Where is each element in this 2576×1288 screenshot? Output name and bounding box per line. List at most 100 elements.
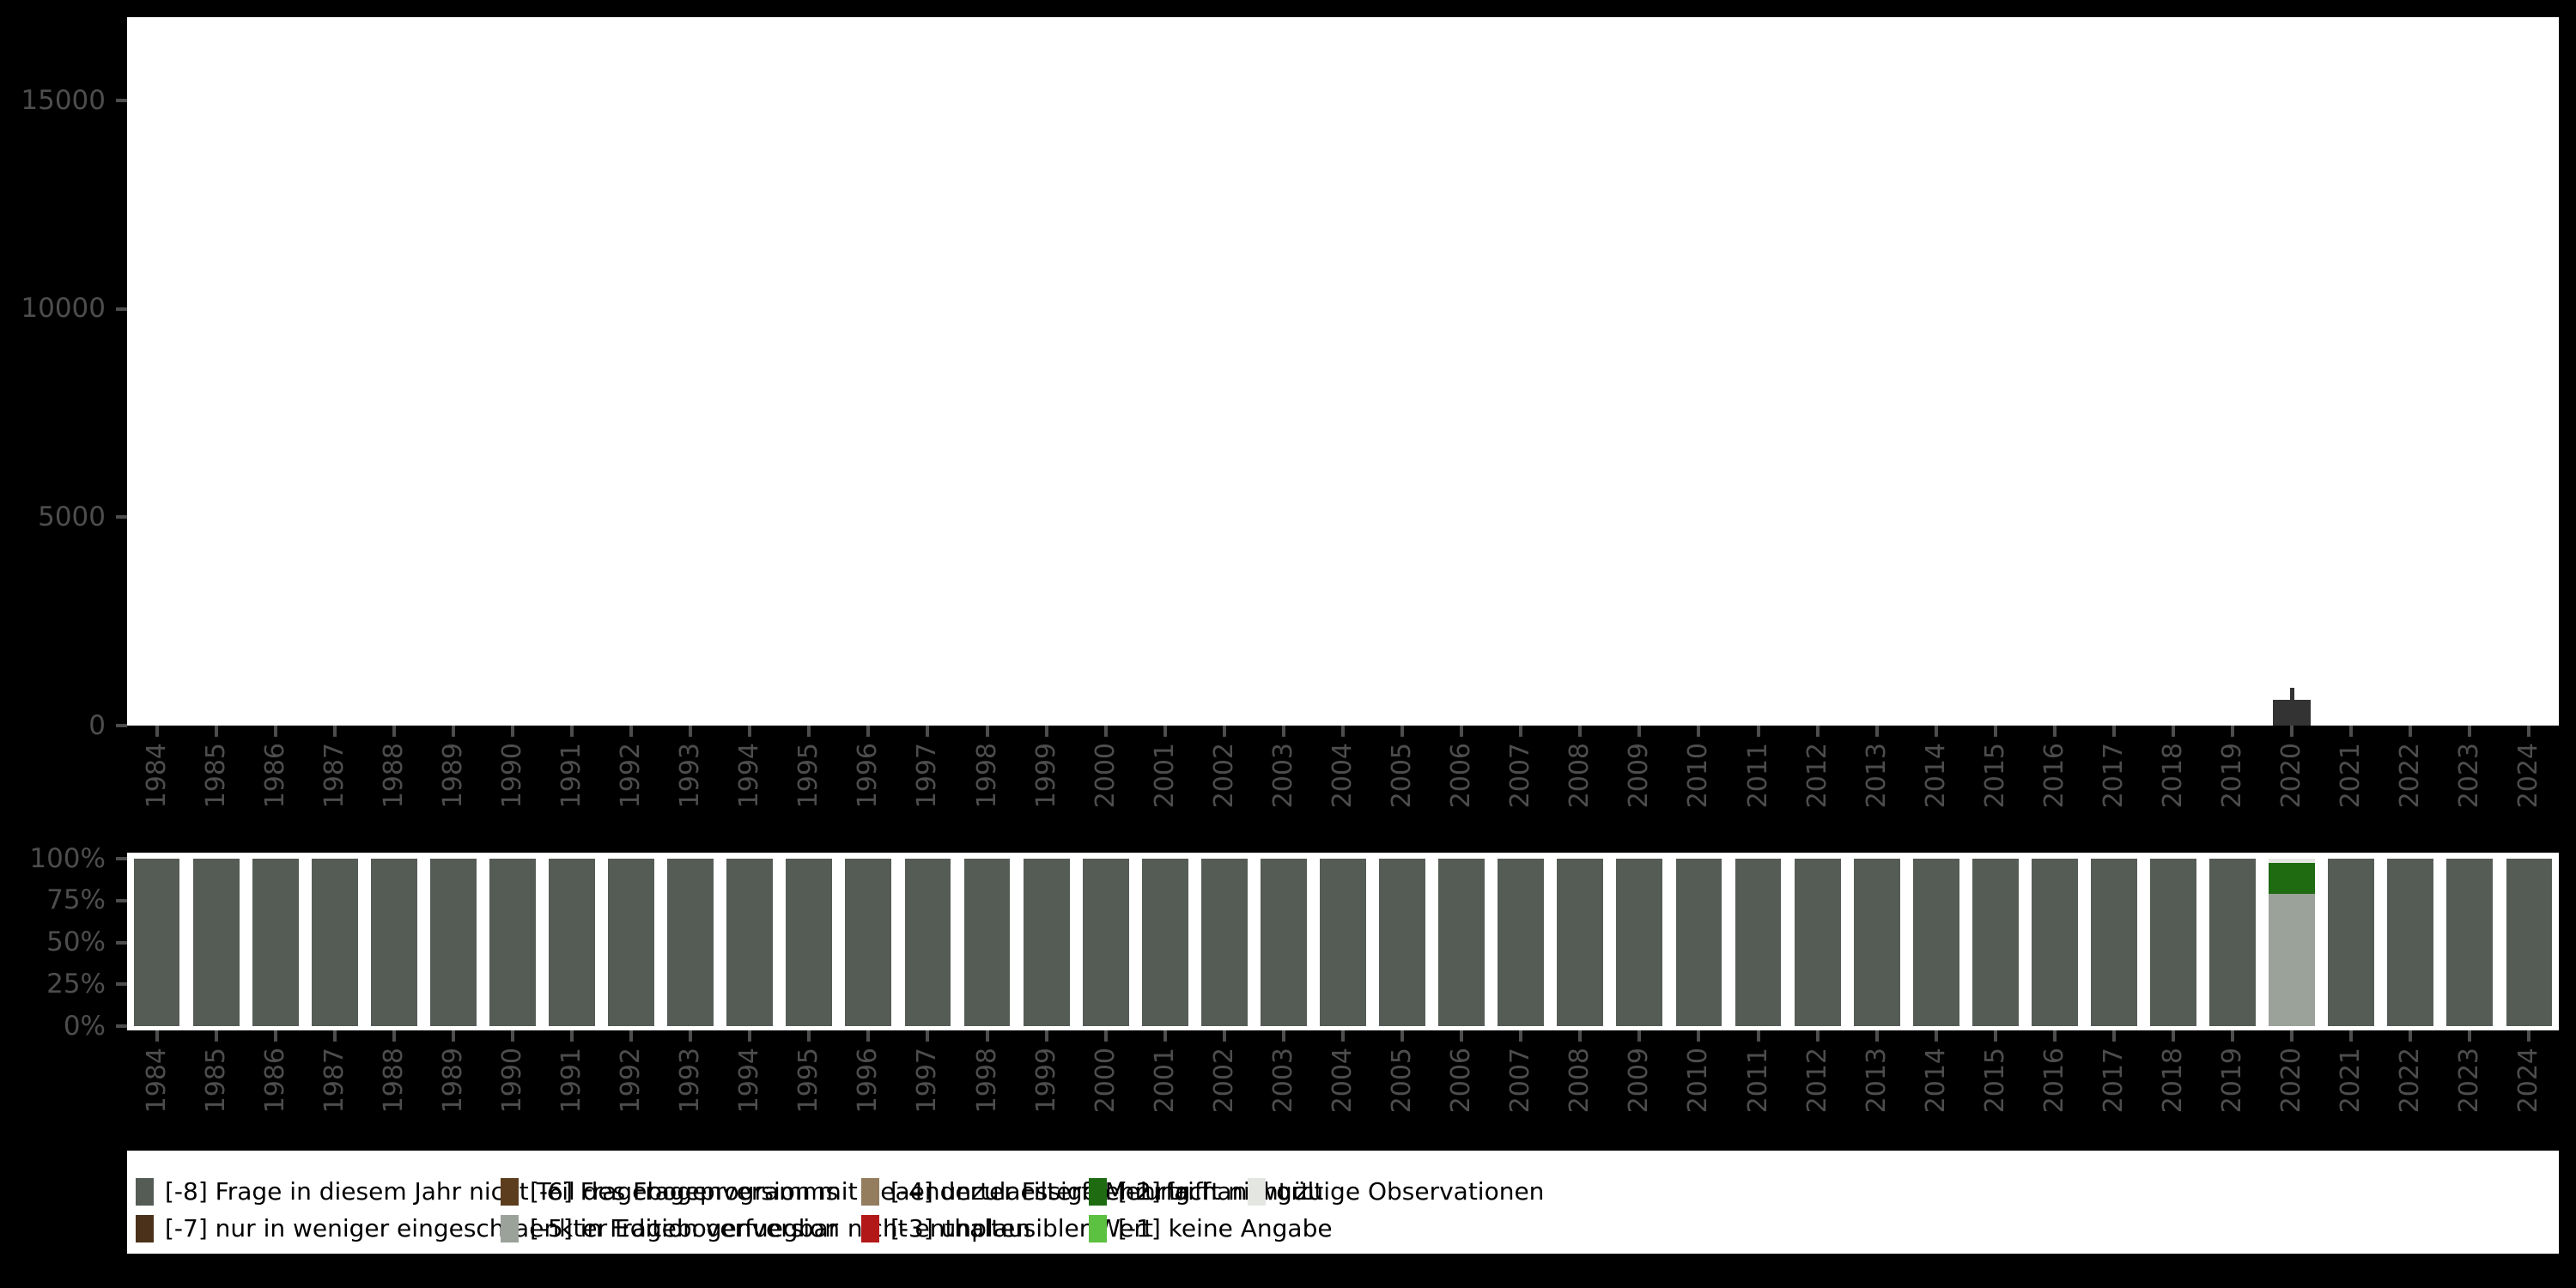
percent-chart-x-tick-mark: [807, 1030, 811, 1042]
percent-stacked-bar: [429, 859, 477, 1026]
percent-bar-segment: [2209, 859, 2257, 1026]
count-chart-x-tick-mark: [2349, 726, 2354, 737]
percent-stacked-bar: [1853, 859, 1900, 1026]
percent-bar-segment: [608, 859, 655, 1026]
percent-bar-segment: [2387, 859, 2434, 1026]
percent-chart-x-tick-label: 2001: [1149, 1048, 1180, 1114]
percent-chart-x-tick-label: 2009: [1624, 1048, 1655, 1114]
count-chart-x-tick-label: 2006: [1446, 743, 1477, 809]
percent-stacked-bar: [2269, 859, 2316, 1026]
percent-bar-segment: [2269, 893, 2316, 1026]
percent-chart-x-tick-label: 1992: [616, 1048, 647, 1114]
percent-stacked-bar: [1438, 859, 1485, 1026]
percent-bar-segment: [963, 859, 1011, 1026]
percent-chart-x-tick-label: 1994: [734, 1048, 765, 1114]
legend-item-label: gültige Observationen: [1277, 1177, 1545, 1206]
percent-chart-x-tick-label: 1997: [912, 1048, 943, 1114]
percent-stacked-bar: [2328, 859, 2375, 1026]
percent-bar-segment: [726, 859, 774, 1026]
percent-bar-segment: [2446, 859, 2494, 1026]
count-y-tick-mark: [116, 99, 127, 103]
percent-stacked-bar: [1082, 859, 1129, 1026]
count-chart-x-tick-mark: [1815, 726, 1820, 737]
legend-item[interactable]: [-1] keine Angabe: [1089, 1212, 1333, 1245]
percent-chart-x-tick-mark: [1163, 1030, 1167, 1042]
count-chart-x-tick-mark: [689, 726, 693, 737]
percent-chart-x-tick-mark: [1697, 1030, 1701, 1042]
count-chart-plot-area: [127, 17, 2559, 726]
count-y-tick-mark: [116, 307, 127, 311]
percent-stacked-bar: [252, 859, 299, 1026]
count-chart-x-tick-label: 2016: [2038, 743, 2069, 809]
percent-chart-x-tick-mark: [1044, 1030, 1048, 1042]
percent-chart-x-tick-label: 2000: [1090, 1048, 1121, 1114]
percent-bar-segment: [1141, 859, 1188, 1026]
count-chart-x-tick-mark: [1222, 726, 1226, 737]
percent-bar-segment: [1379, 859, 1425, 1026]
count-chart-x-tick-label: 1997: [912, 743, 943, 809]
legend-item[interactable]: [-2] trifft nicht zu: [1089, 1176, 1323, 1208]
percent-stacked-bar: [726, 859, 774, 1026]
percent-bar-segment: [1260, 859, 1307, 1026]
count-chart-x-tick-label: 2001: [1149, 743, 1180, 809]
percent-chart-x-tick-mark: [2052, 1030, 2057, 1042]
legend-item[interactable]: [-3] unplausibler Wert: [861, 1212, 1153, 1245]
legend-item[interactable]: gültige Observationen: [1248, 1176, 1544, 1208]
percent-chart-x-tick-label: 1985: [200, 1048, 231, 1114]
count-y-tick-label: 15000: [21, 84, 106, 116]
percent-stacked-bar: [2387, 859, 2434, 1026]
percent-chart-x-tick-label: 2019: [2217, 1048, 2248, 1114]
count-chart-x-tick-label: 2008: [1564, 743, 1595, 809]
percent-chart-x-tick-mark: [1281, 1030, 1285, 1042]
count-chart-x-tick-mark: [2231, 726, 2235, 737]
percent-bar-segment: [429, 859, 477, 1026]
percent-stacked-bar: [608, 859, 655, 1026]
percent-bar-segment: [1735, 859, 1782, 1026]
count-chart-x-tick-label: 2014: [1920, 743, 1951, 809]
percent-stacked-bar: [2446, 859, 2494, 1026]
legend-item-label: [-1] keine Angabe: [1118, 1214, 1333, 1242]
percent-chart-x-tick-mark: [629, 1030, 634, 1042]
percent-stacked-bar: [845, 859, 892, 1026]
count-chart-x-tick-mark: [1874, 726, 1879, 737]
percent-y-tick-mark: [116, 898, 127, 902]
percent-bar-segment: [252, 859, 299, 1026]
count-chart-x-tick-label: 1984: [141, 743, 172, 809]
legend-item[interactable]: [-5] in Fragebogenversion nicht enthalte…: [501, 1212, 1030, 1245]
count-y-tick-label: 5000: [38, 501, 106, 532]
percent-bar-segment: [1082, 859, 1129, 1026]
percent-chart-x-tick-label: 2010: [1683, 1048, 1714, 1114]
percent-bar-segment: [1438, 859, 1485, 1026]
percent-chart-x-tick-mark: [689, 1030, 693, 1042]
percent-chart-x-tick-label: 1991: [556, 1048, 587, 1114]
percent-chart-x-tick-mark: [1993, 1030, 1997, 1042]
percent-chart-x-tick-mark: [214, 1030, 218, 1042]
count-chart-x-tick-mark: [1103, 726, 1108, 737]
percent-bar-segment: [311, 859, 358, 1026]
percent-chart-x-tick-label: 1984: [141, 1048, 172, 1114]
percent-bar-segment: [1320, 859, 1366, 1026]
count-chart-x-tick-mark: [1578, 726, 1583, 737]
percent-bar-segment: [845, 859, 892, 1026]
percent-chart-x-tick-label: 1989: [437, 1048, 468, 1114]
percent-stacked-bar: [786, 859, 833, 1026]
percent-stacked-bar: [1260, 859, 1307, 1026]
count-chart-x-tick-label: 2022: [2395, 743, 2426, 809]
count-chart-x-tick-label: 1996: [853, 743, 884, 809]
count-chart-x-tick-mark: [1400, 726, 1405, 737]
percent-bar-segment: [370, 859, 417, 1026]
count-chart-x-tick-label: 2005: [1387, 743, 1418, 809]
percent-y-tick-mark: [116, 982, 127, 987]
percent-bar-segment: [192, 859, 240, 1026]
count-chart-x-tick-label: 2002: [1208, 743, 1239, 809]
percent-chart-x-tick-label: 1988: [378, 1048, 409, 1114]
count-chart-x-tick-mark: [2052, 726, 2057, 737]
legend-item[interactable]: [-6] Fragebogenversion mit geaenderter F…: [501, 1176, 1190, 1208]
count-chart-x-tick-label: 2012: [1801, 743, 1832, 809]
percent-stacked-bar: [667, 859, 714, 1026]
percent-chart-x-tick-mark: [926, 1030, 930, 1042]
percent-stacked-bar: [370, 859, 417, 1026]
percent-chart-x-tick-mark: [1934, 1030, 1938, 1042]
count-chart-x-tick-mark: [392, 726, 396, 737]
